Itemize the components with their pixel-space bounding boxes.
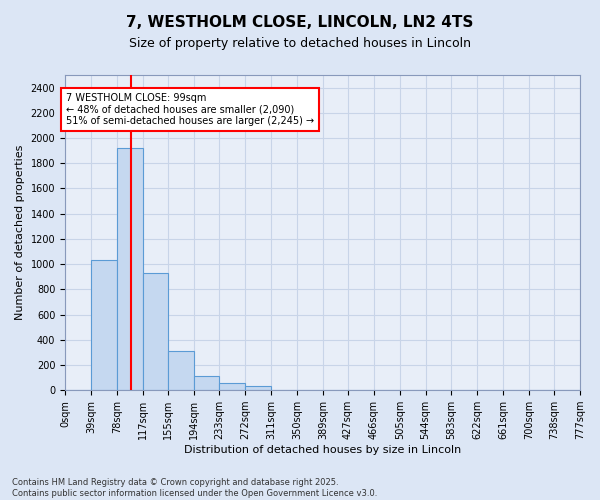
Bar [245, 386, 271, 390]
Text: 7 WESTHOLM CLOSE: 99sqm
← 48% of detached houses are smaller (2,090)
51% of semi: 7 WESTHOLM CLOSE: 99sqm ← 48% of detache… [67, 92, 314, 126]
Bar [220, 384, 245, 390]
Y-axis label: Number of detached properties: Number of detached properties [15, 145, 25, 320]
Bar [117, 148, 143, 390]
Text: 7, WESTHOLM CLOSE, LINCOLN, LN2 4TS: 7, WESTHOLM CLOSE, LINCOLN, LN2 4TS [127, 15, 473, 30]
Bar [168, 351, 194, 390]
Text: Size of property relative to detached houses in Lincoln: Size of property relative to detached ho… [129, 38, 471, 51]
Bar [194, 376, 220, 390]
Bar [143, 273, 169, 390]
Bar [91, 260, 117, 390]
X-axis label: Distribution of detached houses by size in Lincoln: Distribution of detached houses by size … [184, 445, 461, 455]
Text: Contains HM Land Registry data © Crown copyright and database right 2025.
Contai: Contains HM Land Registry data © Crown c… [12, 478, 377, 498]
